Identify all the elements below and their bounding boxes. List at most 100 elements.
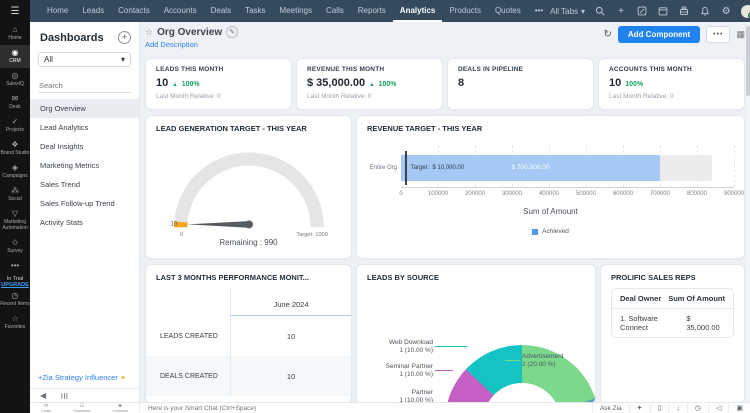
tab-accounts[interactable]: Accounts	[157, 0, 204, 22]
marketing-automation-icon: ▽	[12, 209, 18, 218]
ask-zia-button[interactable]: Ask Zia	[592, 403, 629, 413]
tab-contacts[interactable]: Contacts	[111, 0, 157, 22]
dashboard-filter-select[interactable]: All ▾	[38, 52, 131, 67]
app-rail: ☰ ⌂ Home ◉ CRM ◎ SalesIQ ✉ Desk ✓ Projec…	[0, 0, 30, 413]
kpi-leads-this-month[interactable]: LEADS THIS MONTH 10 ▲ 100% Last Month Re…	[145, 58, 292, 110]
collapse-sidebar-icon[interactable]: ◀	[40, 392, 46, 400]
column-header: Deal Owner	[620, 294, 661, 303]
contacts-button[interactable]: ☻ Contacts	[112, 404, 128, 413]
rail-item-favorites[interactable]: ☆ Favorites	[0, 311, 30, 334]
tab-quotes[interactable]: Quotes	[488, 0, 528, 22]
rail-item-marketing-automation[interactable]: ▽ Marketing Automation	[0, 206, 30, 235]
tab-calls[interactable]: Calls	[319, 0, 351, 22]
tab-meetings[interactable]: Meetings	[273, 0, 319, 22]
dashboard-item-lead-analytics[interactable]: Lead Analytics	[30, 118, 139, 137]
reps-table: Deal Owner Sum Of Amount 1. Software Con…	[611, 288, 734, 338]
sidebar-settings-icon[interactable]: ☰	[60, 392, 68, 399]
refresh-icon[interactable]: ↻	[604, 29, 612, 40]
rail-item-salesiq[interactable]: ◎ SalesIQ	[0, 68, 30, 91]
smart-chat-input[interactable]	[148, 405, 584, 412]
slice-label-seminar-partner: Seminar Partner 1 (10.00 %)	[361, 363, 433, 379]
zia-strategy-influencer-link[interactable]: +Zia Strategy Influencer ✦	[30, 369, 139, 388]
tab-analytics[interactable]: Analytics	[393, 0, 443, 22]
dashboard-item-deal-insights[interactable]: Deal Insights	[30, 137, 139, 156]
module-tabs: Home Leads Contacts Accounts Deals Tasks…	[30, 0, 550, 22]
add-component-button[interactable]: Add Component	[618, 26, 700, 43]
main-scrollbar[interactable]	[746, 22, 750, 402]
channels-button[interactable]: ☷ Channels	[73, 404, 90, 413]
dashboard-search-input[interactable]	[38, 79, 131, 93]
chats-button[interactable]: ✉ Chats	[41, 404, 51, 413]
social-icon: ⁂	[11, 186, 19, 195]
rail-item-desk[interactable]: ✉ Desk	[0, 91, 30, 114]
chart-title: LEADS BY SOURCE	[367, 273, 585, 282]
rail-item-home[interactable]: ⌂ Home	[0, 22, 30, 45]
search-icon[interactable]	[594, 5, 606, 17]
gauge-remaining-label: Remaining : 990	[156, 238, 341, 247]
gauge-chart: 10 0 Target: 1000	[159, 137, 339, 237]
screenshot-icon[interactable]: ▣	[728, 403, 750, 413]
announcement-icon[interactable]: ◁	[708, 403, 728, 413]
rail-item-campaigns[interactable]: ◈ Campaigns	[0, 160, 30, 183]
kpi-revenue-this-month[interactable]: REVENUE THIS MONTH $ 35,000.00 ▲ 100% La…	[296, 58, 443, 110]
dashboard-item-org-overview[interactable]: Org Overview	[30, 99, 139, 118]
notifications-bell-icon[interactable]	[699, 5, 711, 17]
marketplace-icon[interactable]	[678, 5, 690, 17]
tab-reports[interactable]: Reports	[351, 0, 393, 22]
rail-item-brand-studio[interactable]: ❖ Brand Studio	[0, 137, 30, 160]
dashboard-item-marketing-metrics[interactable]: Marketing Metrics	[30, 156, 139, 175]
add-description-link[interactable]: Add Description	[145, 40, 238, 49]
dashboard-more-button[interactable]: •••	[706, 26, 730, 43]
bar-plot-area: $ 700,000.00 Target : $ 10,000.00 0 1000…	[401, 145, 734, 215]
calendar-icon[interactable]	[657, 5, 669, 17]
recent-items-icon: ◷	[12, 291, 19, 300]
rail-item-more[interactable]: •••	[0, 258, 30, 274]
layout-panel-icon[interactable]: ▦	[736, 29, 745, 40]
svg-text:10: 10	[170, 220, 177, 227]
table-row[interactable]: 1. Software Connect $ 35,000.00	[612, 309, 733, 337]
kpi-deals-in-pipeline[interactable]: DEALS IN PIPELINE 8	[447, 58, 594, 110]
rail-item-social[interactable]: ⁂ Social	[0, 183, 30, 206]
dashboard-item-sales-follow-up-trend[interactable]: Sales Follow-up Trend	[30, 194, 139, 213]
settings-gear-icon[interactable]: ⚙	[720, 5, 732, 17]
salesiq-icon: ◎	[12, 71, 19, 80]
mobile-icon[interactable]: ▯	[650, 403, 669, 413]
download-icon[interactable]: ↓	[668, 403, 687, 413]
tab-tasks[interactable]: Tasks	[238, 0, 272, 22]
tab-home[interactable]: Home	[40, 0, 75, 22]
desk-icon: ✉	[12, 94, 19, 103]
all-tabs-dropdown[interactable]: All Tabs ▾	[550, 7, 585, 16]
zia-icon[interactable]: ✦	[629, 403, 650, 413]
favorite-star-icon[interactable]: ☆	[145, 27, 153, 38]
quick-add-plus-icon[interactable]: +	[615, 5, 627, 17]
chart-title: REVENUE TARGET - THIS YEAR	[367, 124, 734, 133]
dashboard-item-sales-trend[interactable]: Sales Trend	[30, 175, 139, 194]
tab-leads[interactable]: Leads	[75, 0, 111, 22]
tab-products[interactable]: Products	[442, 0, 488, 22]
bar-category-label: Entire Org	[367, 165, 401, 215]
kpi-accounts-this-month[interactable]: ACCOUNTS THIS MONTH 10 100% Last Month R…	[598, 58, 745, 110]
compose-icon[interactable]	[636, 5, 648, 17]
add-dashboard-button[interactable]: +	[118, 31, 131, 44]
performance-table: June 2024 LEADS CREATED 10 DEALS CREATED…	[146, 288, 351, 396]
rail-item-recent[interactable]: ◷ Recent Items	[0, 288, 30, 311]
tab-more[interactable]: •••	[528, 0, 550, 22]
edit-pencil-icon[interactable]: ✎	[226, 26, 238, 38]
rail-item-projects[interactable]: ✓ Projects	[0, 114, 30, 137]
dashboard-item-activity-stats[interactable]: Activity Stats	[30, 213, 139, 232]
brand-studio-icon: ❖	[11, 140, 18, 149]
tab-deals[interactable]: Deals	[204, 0, 238, 22]
user-avatar[interactable]	[741, 5, 750, 18]
lead-generation-gauge-card: LEAD GENERATION TARGET - THIS YEAR 10 0 …	[145, 115, 352, 259]
trend-up-icon: ▲	[369, 82, 374, 88]
rail-item-crm[interactable]: ◉ CRM	[0, 45, 30, 68]
column-header: June 2024	[230, 288, 351, 316]
chart-legend[interactable]: Achieved	[367, 228, 734, 235]
performance-monitor-card: LAST 3 MONTHS PERFORMANCE MONIT... June …	[145, 264, 352, 402]
hamburger-menu-icon[interactable]: ☰	[11, 0, 20, 22]
row-label: LEADS CREATED	[146, 316, 230, 356]
chart-title: LEAD GENERATION TARGET - THIS YEAR	[156, 124, 341, 133]
rail-item-survey[interactable]: ✩ Survey	[0, 235, 30, 258]
reminder-icon[interactable]: ◷	[687, 403, 708, 413]
slice-label-web-download: Web Download 1 (10.00 %)	[361, 339, 433, 355]
